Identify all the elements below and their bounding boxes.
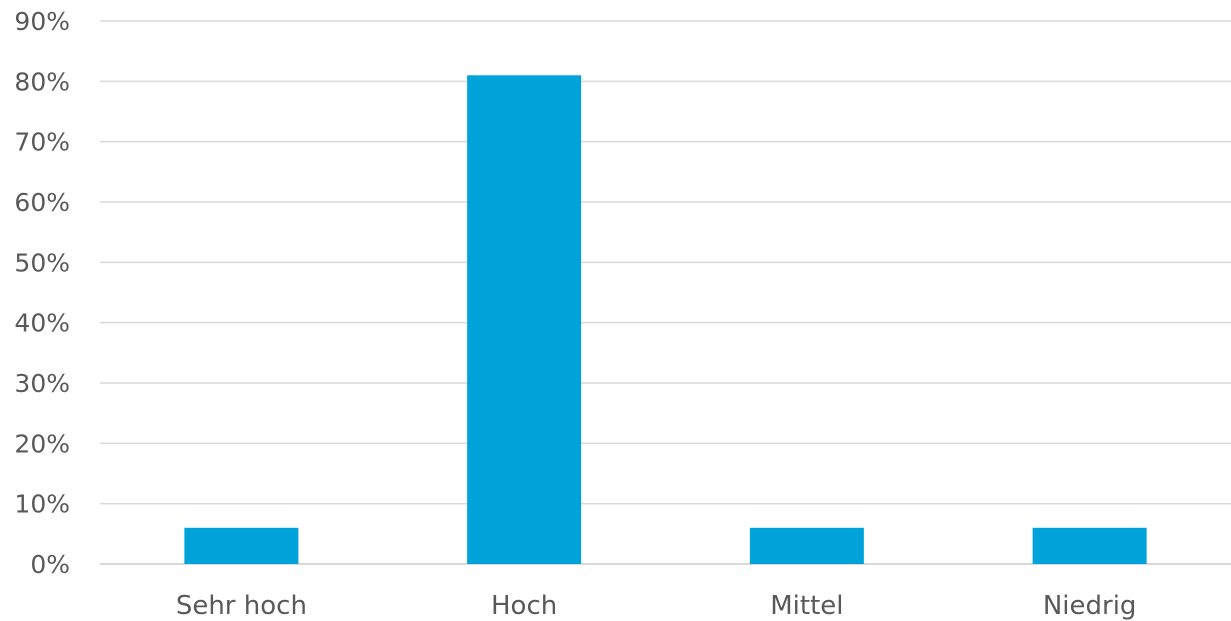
x-category-label: Niedrig	[1043, 591, 1137, 621]
y-tick-label: 80%	[14, 67, 70, 96]
bars	[184, 75, 1147, 565]
y-tick-label: 60%	[14, 188, 70, 217]
bar-hoch	[467, 75, 582, 565]
y-tick-label: 20%	[14, 429, 70, 458]
y-tick-label: 30%	[14, 369, 70, 398]
bar-sehr-hoch	[184, 527, 299, 564]
y-tick-label: 10%	[14, 490, 70, 519]
y-tick-label: 0%	[30, 550, 70, 579]
y-tick-label: 90%	[14, 7, 70, 36]
bar-niedrig	[1032, 527, 1147, 564]
x-category-label: Sehr hoch	[176, 591, 307, 621]
y-tick-label: 70%	[14, 128, 70, 157]
x-category-label: Hoch	[491, 591, 557, 621]
y-axis-tick-labels: 0% 10% 20% 30% 40% 50% 60% 70% 80% 90%	[14, 7, 70, 579]
y-tick-label: 50%	[14, 248, 70, 277]
y-tick-label: 40%	[14, 309, 70, 338]
x-axis-category-labels: Sehr hoch Hoch Mittel Niedrig	[176, 591, 1137, 621]
gridlines	[100, 20, 1231, 565]
x-category-label: Mittel	[770, 591, 843, 621]
bar-mittel	[749, 527, 864, 564]
